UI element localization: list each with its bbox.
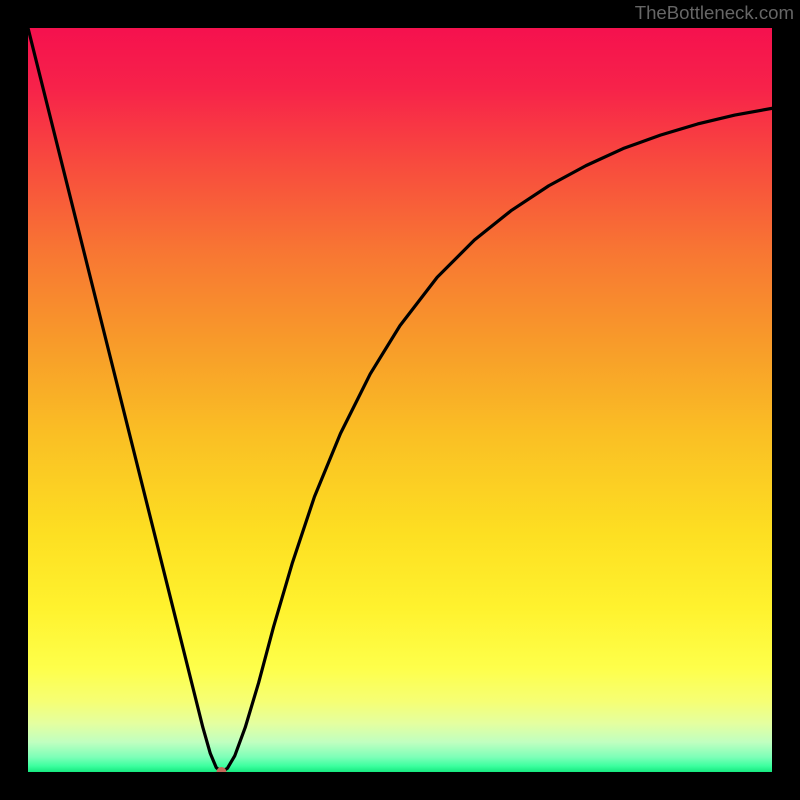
plot-area bbox=[28, 28, 772, 772]
bottleneck-curve bbox=[28, 28, 772, 772]
chart-container: TheBottleneck.com bbox=[0, 0, 800, 800]
curve-layer bbox=[28, 28, 772, 772]
watermark-text: TheBottleneck.com bbox=[635, 2, 794, 24]
